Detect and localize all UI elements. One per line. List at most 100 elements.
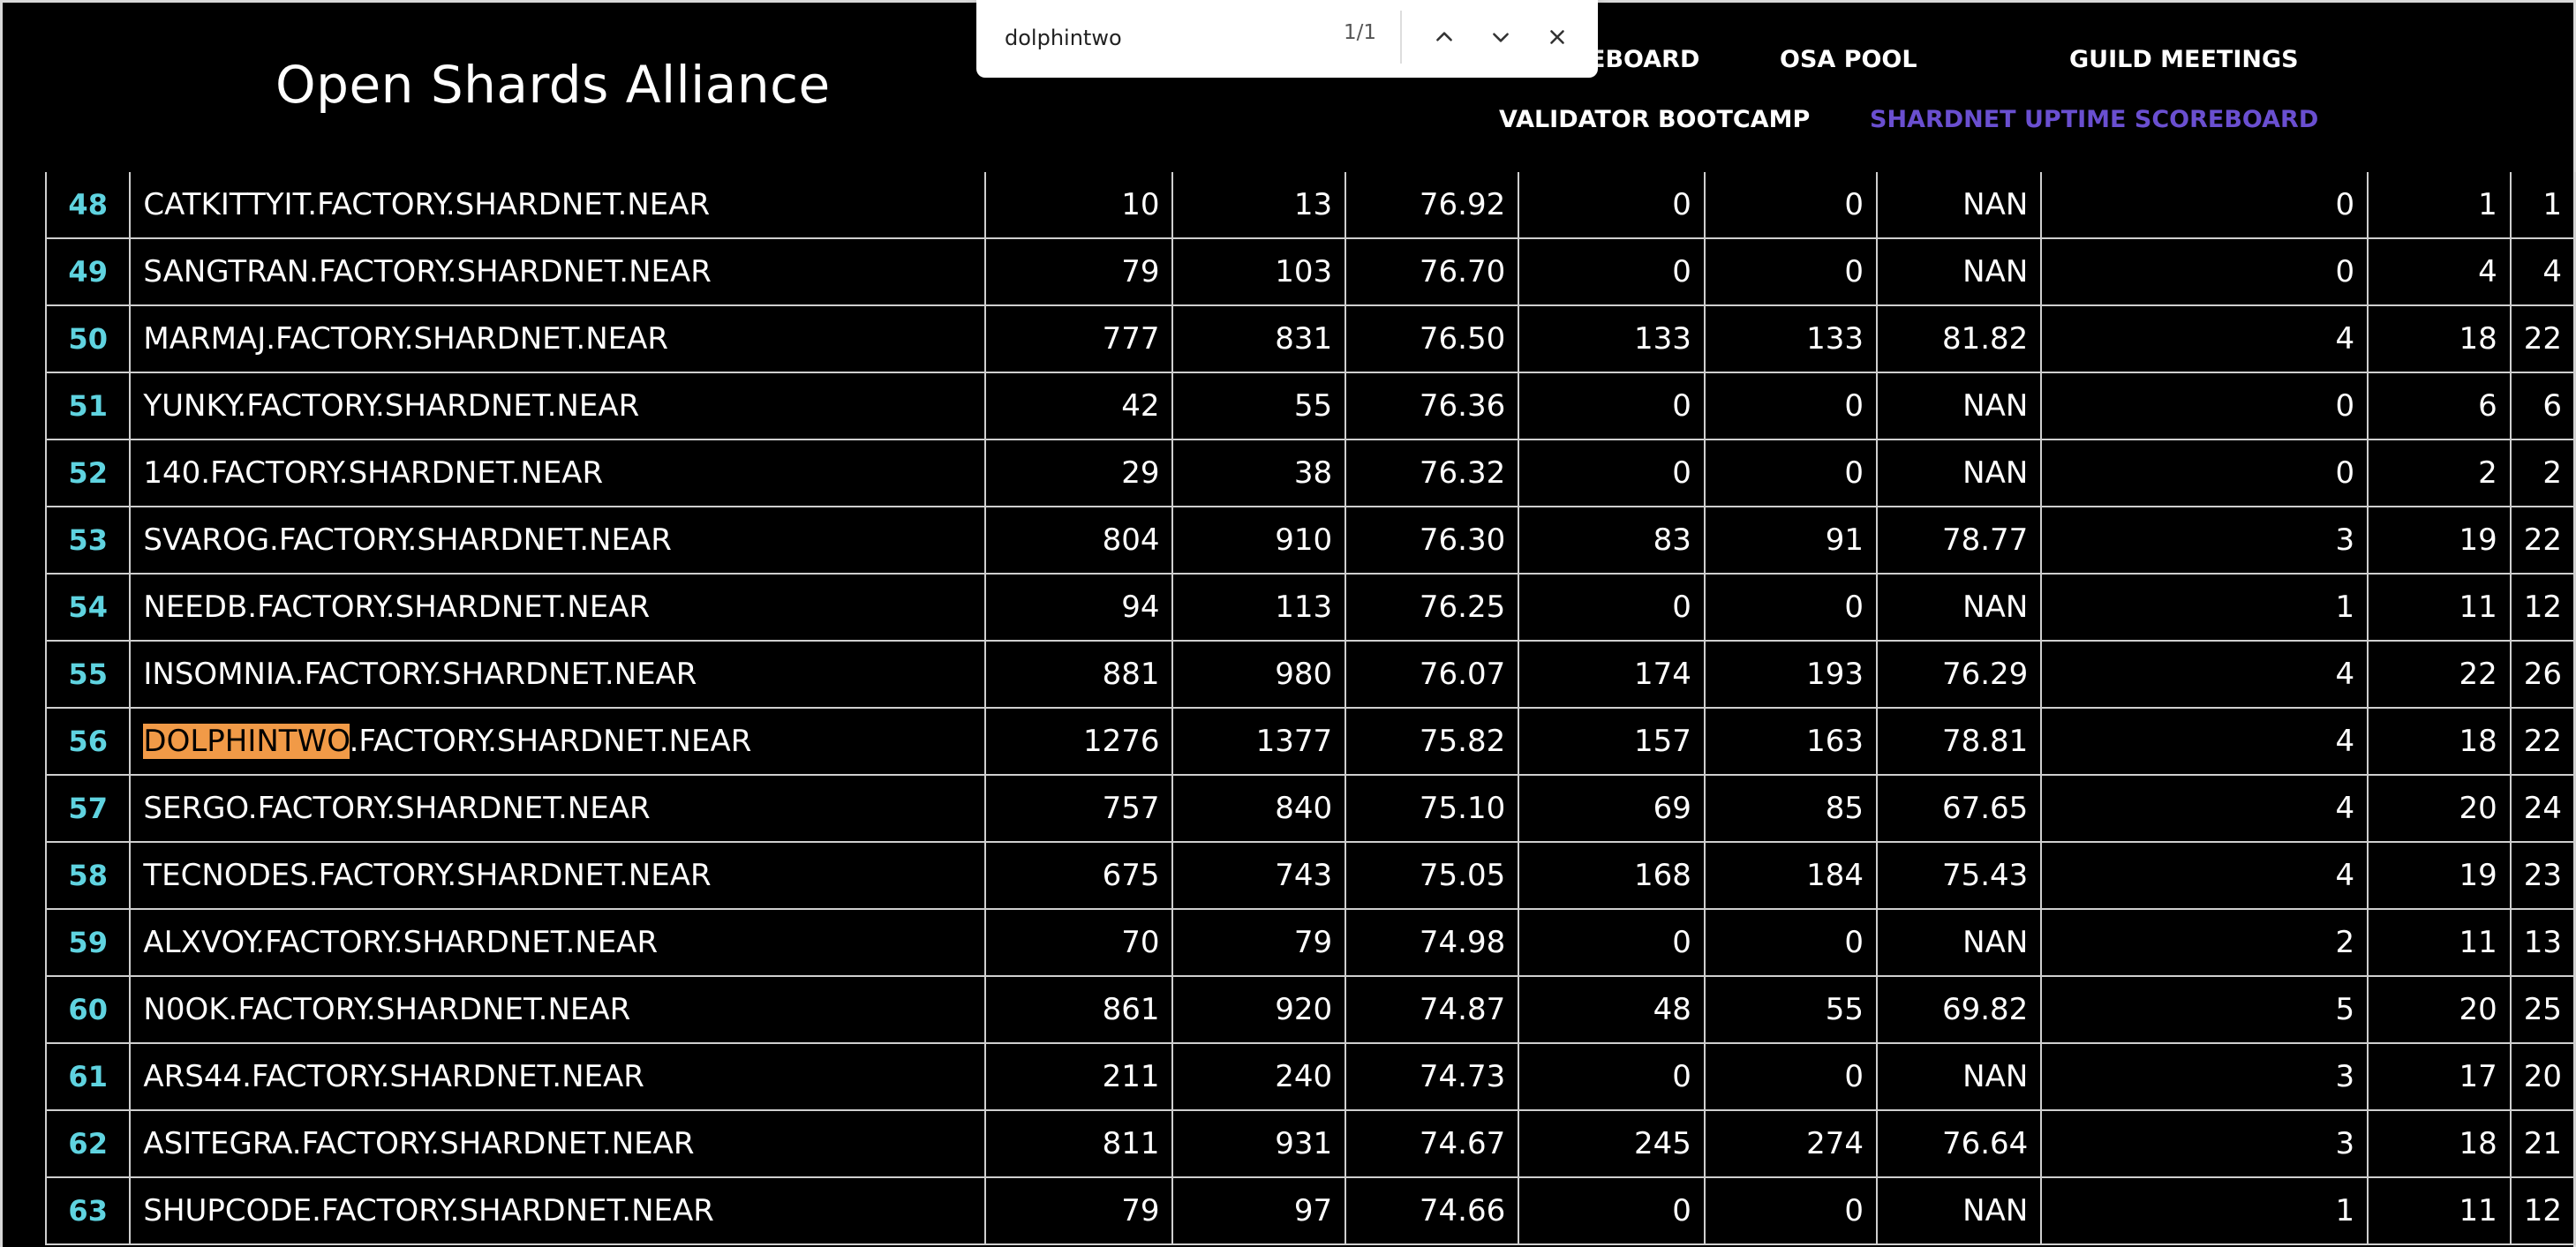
value-cell: 42: [984, 372, 1174, 440]
value-cell: 2: [2040, 908, 2369, 977]
value-cell: 0: [2040, 439, 2369, 507]
chevron-down-icon: [1493, 33, 1509, 42]
value-cell: 2: [2367, 439, 2512, 507]
rank-cell: 49: [44, 237, 132, 306]
value-cell: 81.82: [1876, 304, 2043, 373]
value-cell: NAN: [1876, 573, 2043, 642]
value-cell: 133: [1703, 304, 1879, 373]
table-row: 49 SANGTRAN.FACTORY.SHARDNET.NEAR 79 103…: [44, 237, 2576, 306]
find-input[interactable]: [1003, 19, 1342, 56]
value-cell: 78.77: [1876, 506, 2043, 575]
rank-cell: 60: [44, 975, 132, 1044]
value-cell: 22: [2509, 506, 2576, 575]
value-cell: 0: [2040, 372, 2369, 440]
value-cell: NAN: [1876, 1042, 2043, 1111]
value-cell: 79: [1171, 908, 1347, 977]
value-cell: 274: [1703, 1109, 1879, 1178]
value-cell: 24: [2509, 774, 2576, 843]
value-cell: NAN: [1876, 1176, 2043, 1245]
value-cell: 168: [1518, 841, 1706, 910]
value-cell: 240: [1171, 1042, 1347, 1111]
value-cell: 881: [984, 640, 1174, 709]
validator-name-cell: N0OK.FACTORY.SHARDNET.NEAR: [129, 975, 987, 1044]
value-cell: 79: [984, 1176, 1174, 1245]
value-cell: 13: [1171, 172, 1347, 239]
value-cell: 0: [1703, 237, 1879, 306]
value-cell: 23: [2509, 841, 2576, 910]
value-cell: 0: [1518, 908, 1706, 977]
nav-link-osa-pool[interactable]: OSA POOL: [1780, 46, 1917, 73]
value-cell: 1: [2040, 573, 2369, 642]
value-cell: 840: [1171, 774, 1347, 843]
value-cell: 48: [1518, 975, 1706, 1044]
value-cell: 74.66: [1344, 1176, 1520, 1245]
validator-name-cell: 140.FACTORY.SHARDNET.NEAR: [129, 439, 987, 507]
find-next-button[interactable]: [1481, 18, 1520, 56]
value-cell: 10: [984, 172, 1174, 239]
nav-link-scoreboard[interactable]: EBOARD: [1589, 46, 1700, 73]
value-cell: 0: [1518, 1176, 1706, 1245]
value-cell: 76.32: [1344, 439, 1520, 507]
value-cell: 74.67: [1344, 1109, 1520, 1178]
validator-name-cell: CATKITTYIT.FACTORY.SHARDNET.NEAR: [129, 172, 987, 239]
table-row: 50 MARMAJ.FACTORY.SHARDNET.NEAR 777 831 …: [44, 304, 2576, 373]
value-cell: 4: [2040, 774, 2369, 843]
value-cell: 22: [2509, 707, 2576, 776]
value-cell: 0: [1703, 372, 1879, 440]
nav-link-shardnet-uptime-scoreboard[interactable]: SHARDNET UPTIME SCOREBOARD: [1870, 106, 2319, 133]
value-cell: 79: [984, 237, 1174, 306]
value-cell: 70: [984, 908, 1174, 977]
value-cell: NAN: [1876, 439, 2043, 507]
find-bar: 1/1: [976, 0, 1598, 78]
rank-cell: 51: [44, 372, 132, 440]
table-row: 48 CATKITTYIT.FACTORY.SHARDNET.NEAR 10 1…: [44, 172, 2576, 239]
value-cell: 245: [1518, 1109, 1706, 1178]
value-cell: 113: [1171, 573, 1347, 642]
value-cell: 18: [2367, 1109, 2512, 1178]
nav-link-guild-meetings[interactable]: GUILD MEETINGS: [2069, 46, 2299, 73]
validator-name-rest: .FACTORY.SHARDNET.NEAR: [349, 724, 752, 759]
find-prev-button[interactable]: [1425, 18, 1464, 56]
value-cell: 20: [2509, 1042, 2576, 1111]
value-cell: 13: [2509, 908, 2576, 977]
rank-cell: 48: [44, 172, 132, 239]
value-cell: 76.07: [1344, 640, 1520, 709]
value-cell: NAN: [1876, 237, 2043, 306]
validator-name-cell: TECNODES.FACTORY.SHARDNET.NEAR: [129, 841, 987, 910]
value-cell: 67.65: [1876, 774, 2043, 843]
value-cell: 777: [984, 304, 1174, 373]
value-cell: 157: [1518, 707, 1706, 776]
value-cell: 22: [2509, 304, 2576, 373]
validator-name-cell: INSOMNIA.FACTORY.SHARDNET.NEAR: [129, 640, 987, 709]
value-cell: 0: [1703, 1176, 1879, 1245]
value-cell: 6: [2367, 372, 2512, 440]
value-cell: NAN: [1876, 908, 2043, 977]
value-cell: 75.10: [1344, 774, 1520, 843]
site-title: Open Shards Alliance: [275, 55, 831, 115]
validator-name-cell: ASITEGRA.FACTORY.SHARDNET.NEAR: [129, 1109, 987, 1178]
table-row: 58 TECNODES.FACTORY.SHARDNET.NEAR 675 74…: [44, 841, 2576, 910]
value-cell: 74.87: [1344, 975, 1520, 1044]
value-cell: 83: [1518, 506, 1706, 575]
nav-link-validator-bootcamp[interactable]: VALIDATOR BOOTCAMP: [1499, 106, 1811, 133]
value-cell: 757: [984, 774, 1174, 843]
value-cell: 174: [1518, 640, 1706, 709]
validator-name-cell: ARS44.FACTORY.SHARDNET.NEAR: [129, 1042, 987, 1111]
rank-cell: 61: [44, 1042, 132, 1111]
value-cell: 3: [2040, 506, 2369, 575]
value-cell: 804: [984, 506, 1174, 575]
validator-name-cell: MARMAJ.FACTORY.SHARDNET.NEAR: [129, 304, 987, 373]
value-cell: 980: [1171, 640, 1347, 709]
value-cell: 0: [1518, 439, 1706, 507]
rank-cell: 58: [44, 841, 132, 910]
validator-name-cell: DOLPHINTWO.FACTORY.SHARDNET.NEAR: [129, 707, 987, 776]
value-cell: 69: [1518, 774, 1706, 843]
value-cell: 1: [2509, 172, 2576, 239]
validator-name-cell: ALXVOY.FACTORY.SHARDNET.NEAR: [129, 908, 987, 977]
value-cell: 94: [984, 573, 1174, 642]
value-cell: 3: [2040, 1109, 2369, 1178]
find-close-button[interactable]: [1538, 18, 1577, 56]
value-cell: 0: [1518, 1042, 1706, 1111]
value-cell: 19: [2367, 841, 2512, 910]
value-cell: 26: [2509, 640, 2576, 709]
